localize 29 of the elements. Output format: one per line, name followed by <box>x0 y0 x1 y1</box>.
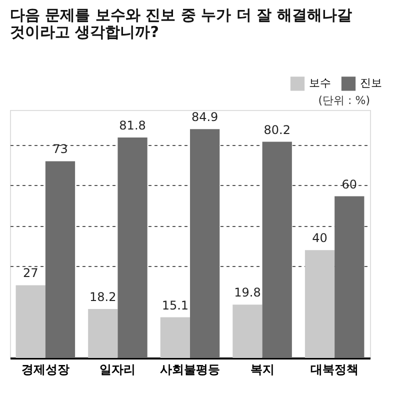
data-label: 27 <box>22 266 38 280</box>
bar <box>304 250 335 358</box>
data-label: 40 <box>312 231 328 246</box>
data-label: 18.2 <box>90 290 116 304</box>
data-label: 73 <box>52 142 68 156</box>
bar <box>232 304 262 358</box>
data-label: 80.2 <box>264 122 290 137</box>
data-label: 81.8 <box>119 118 146 132</box>
bar <box>45 161 76 358</box>
data-label: 60 <box>342 177 358 192</box>
bar <box>262 142 292 358</box>
bar <box>88 308 118 358</box>
bar <box>334 196 364 358</box>
x-tick-label: 사회불평등 <box>160 362 220 376</box>
data-label: 84.9 <box>191 110 218 124</box>
text: (단위 : %) <box>318 94 370 107</box>
legend-label: 보수 <box>309 76 331 90</box>
x-tick-label: 대북정책 <box>310 362 359 376</box>
legend-label: 진보 <box>360 76 382 90</box>
x-tick-label: 경제성장 <box>21 362 70 376</box>
data-label: 19.8 <box>234 286 261 300</box>
bar <box>16 285 46 358</box>
x-tick-label: 복지 <box>250 362 274 376</box>
chart-title: 다음 문제를 보수와 진보 중 누가 더 잘 해결해나갈 것이라고 생각합니까? <box>10 6 352 41</box>
bar <box>190 129 220 358</box>
bar <box>118 137 148 358</box>
x-tick-label: 일자리 <box>100 362 136 376</box>
bar <box>160 317 190 358</box>
data-label: 15.1 <box>162 298 189 312</box>
